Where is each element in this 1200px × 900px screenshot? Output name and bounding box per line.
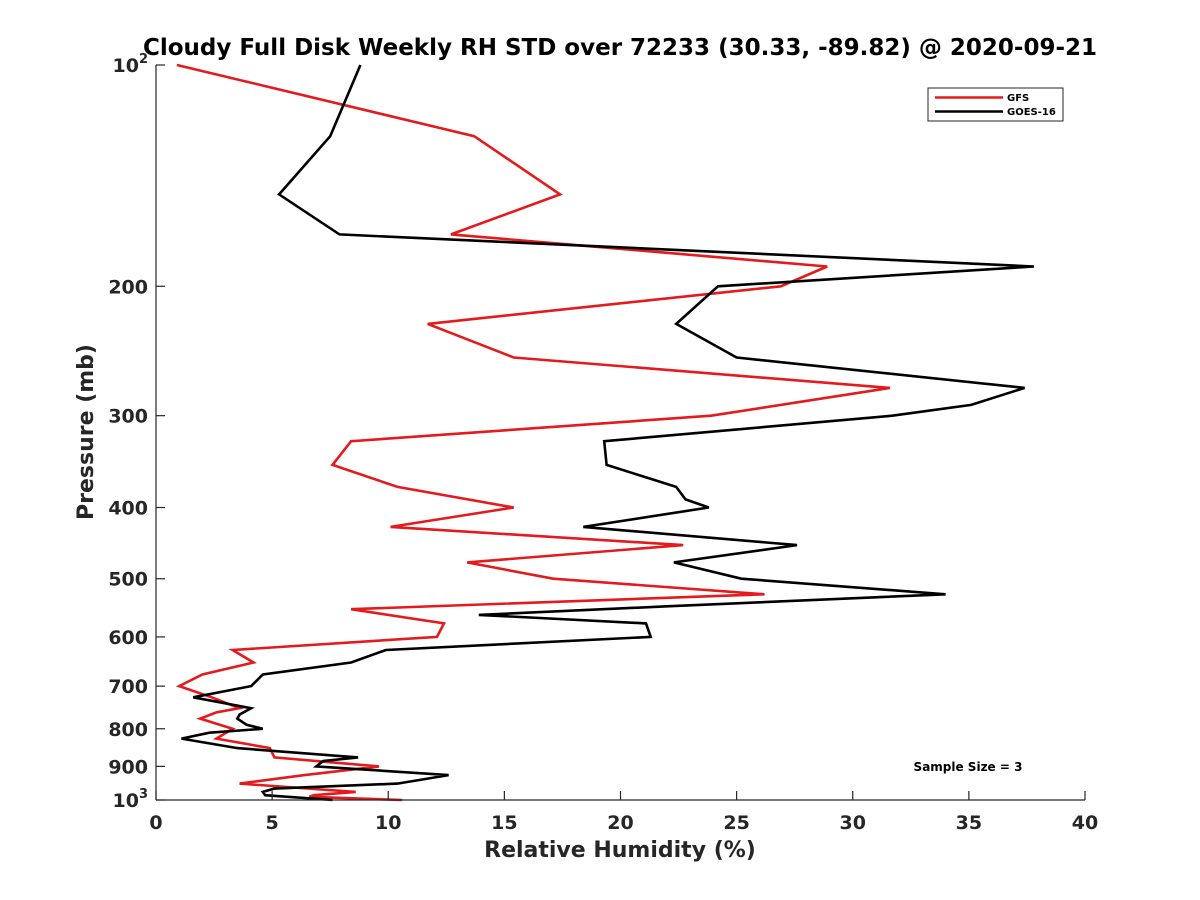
legend-box — [927, 87, 1064, 122]
y-tick-label: 300 — [108, 406, 148, 428]
x-tick-label: 5 — [266, 812, 279, 834]
y-tick-label: 500 — [108, 569, 148, 591]
y-tick-label: 900 — [108, 756, 148, 778]
y-axis-label: Pressure (mb) — [74, 344, 99, 520]
y-tick-label: 400 — [108, 498, 148, 520]
series-line-goes16 — [181, 64, 1034, 802]
series-line-gfs — [175, 63, 891, 802]
series-layer — [175, 63, 1034, 802]
y-tick-label: 200 — [108, 276, 148, 298]
legend-label-gfs: GFS — [1007, 93, 1029, 104]
x-tick-label: 25 — [723, 812, 749, 834]
legend: GFS GOES-16 — [927, 87, 1064, 122]
x-tick-label: 30 — [840, 812, 866, 834]
x-tick-label: 10 — [375, 812, 401, 834]
x-tick-label: 0 — [149, 812, 162, 834]
x-tick-label: 20 — [607, 812, 633, 834]
legend-label-goes16: GOES-16 — [1007, 107, 1056, 118]
sample-size-annotation: Sample Size = 3 — [914, 760, 1023, 774]
y-tick-label: 600 — [108, 627, 148, 649]
y-tick-label: 102 — [113, 52, 149, 77]
y-tick-label: 800 — [108, 719, 148, 741]
axes: 0 5 10 15 20 25 30 35 40 102 200 300 400 500 600 700 800… — [108, 52, 1098, 834]
y-tick-label: 700 — [108, 676, 148, 698]
x-tick-label: 15 — [491, 812, 517, 834]
x-tick-label: 35 — [956, 812, 982, 834]
y-tick-label: 103 — [113, 787, 149, 812]
x-tick-label: 40 — [1072, 812, 1098, 834]
x-axis-label: Relative Humidity (%) — [484, 838, 756, 863]
chart-title: Cloudy Full Disk Weekly RH STD over 7223… — [143, 35, 1097, 61]
